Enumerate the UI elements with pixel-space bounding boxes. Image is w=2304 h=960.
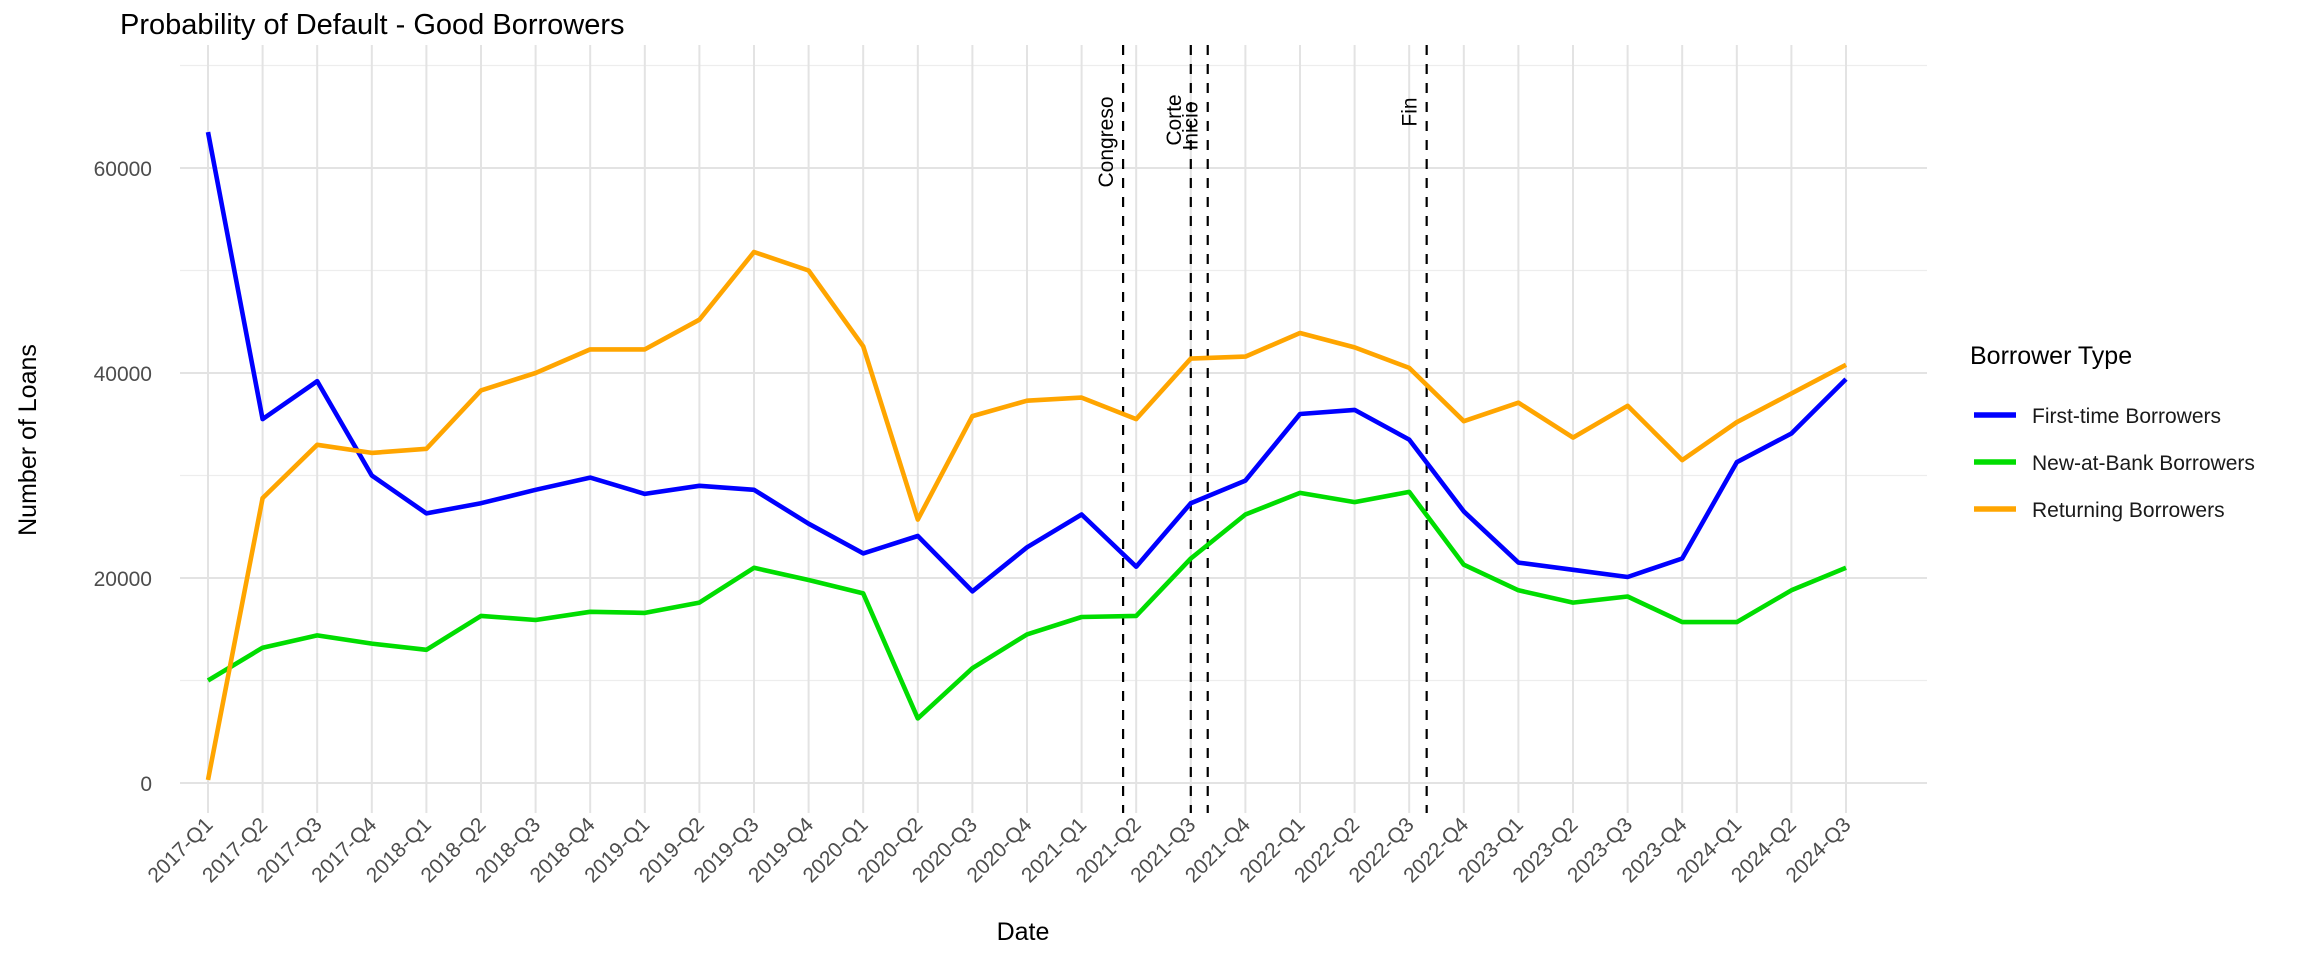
legend-label: First-time Borrowers [2032, 405, 2221, 428]
y-tick-label: 0 [140, 773, 152, 796]
series-line [205, 249, 1848, 781]
y-tick-label: 20000 [94, 568, 152, 591]
legend-label: New-at-Bank Borrowers [2032, 452, 2255, 475]
event-vline-label: Congreso [1095, 96, 1118, 187]
event-vline-label: Corte [1163, 94, 1186, 145]
x-tick-labels: 2017-Q12017-Q22017-Q32017-Q42018-Q12018-… [143, 813, 1855, 887]
series-line [205, 131, 1848, 594]
event-vline-label: Inicio [1180, 101, 1203, 150]
x-axis-title: Date [997, 918, 1050, 946]
y-tick-label: 40000 [94, 363, 152, 386]
y-tick-label: 60000 [94, 158, 152, 181]
chart-title: Probability of Default - Good Borrowers [120, 9, 625, 41]
legend-title: Borrower Type [1970, 342, 2132, 370]
y-axis-title: Number of Loans [14, 344, 42, 536]
legend: First-time Borrowers New-at-Bank Borrower… [1974, 405, 2255, 522]
event-vline-label: Fin [1399, 97, 1422, 126]
series-line [206, 489, 1847, 721]
y-tick-labels: 0 20000 40000 60000 [94, 158, 152, 796]
legend-label: Returning Borrowers [2032, 499, 2225, 522]
gridlines [180, 45, 1927, 813]
data-series [205, 131, 1848, 781]
